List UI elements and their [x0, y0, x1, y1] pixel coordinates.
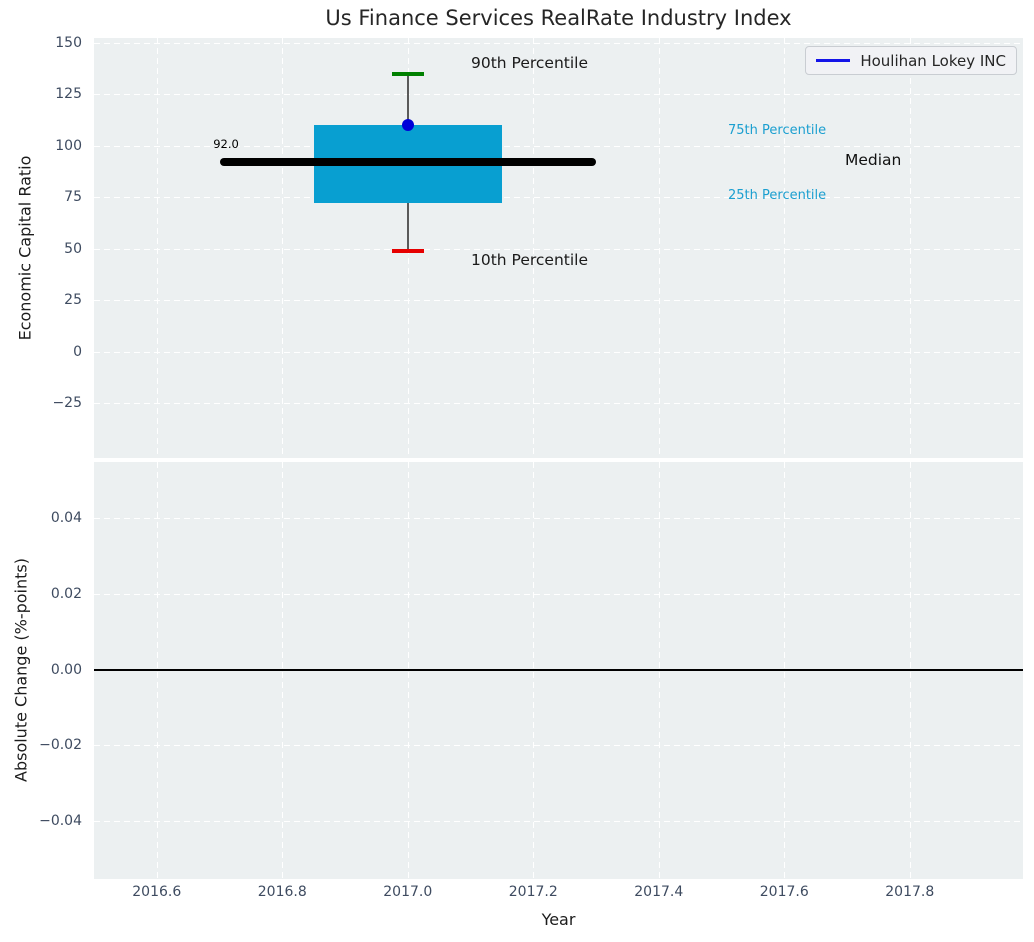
- annotation-median-value: 92.0: [213, 137, 239, 151]
- y-tick-label: 125: [55, 86, 82, 103]
- y-tick-label: −0.02: [39, 737, 82, 754]
- chart-title: Us Finance Services RealRate Industry In…: [325, 6, 792, 30]
- h-gridline: [94, 145, 1023, 147]
- annotation-median: Median: [845, 151, 902, 169]
- y-tick-label: 0: [73, 343, 82, 360]
- y-tick-label: 0.04: [50, 510, 82, 526]
- x-axis-label: Year: [541, 910, 576, 929]
- x-tick-label: 2017.0: [383, 884, 433, 900]
- y-tick-label: 75: [64, 189, 82, 206]
- v-gridline: [658, 38, 660, 458]
- y-tick-label: 150: [55, 35, 82, 51]
- annotation-90th-percentile: 90th Percentile: [471, 54, 589, 72]
- percentile-10-cap: [391, 248, 424, 253]
- company-marker-dot: [401, 119, 414, 132]
- v-gridline: [909, 38, 911, 458]
- v-gridline: [533, 38, 535, 458]
- y-axis-label-top: Economic Capital Ratio: [15, 155, 35, 341]
- h-gridline: [94, 745, 1023, 747]
- h-gridline: [94, 518, 1023, 519]
- x-tick-label: 2017.8: [885, 884, 935, 900]
- x-tick-label: 2017.6: [759, 884, 809, 900]
- h-gridline: [94, 821, 1023, 823]
- annotation-75th-percentile: 75th Percentile: [728, 123, 827, 138]
- h-gridline: [94, 94, 1023, 96]
- y-tick-label: 100: [55, 137, 82, 154]
- annotation-25th-percentile: 25th Percentile: [728, 188, 827, 203]
- h-gridline: [94, 197, 1023, 199]
- legend: Houlihan Lokey INC: [805, 46, 1017, 75]
- subplot-absolute-change: [94, 462, 1023, 879]
- x-tick-label: 2016.6: [132, 884, 182, 900]
- y-tick-label: 0.00: [50, 661, 82, 678]
- x-tick-label: 2016.8: [257, 884, 307, 900]
- legend-label: Houlihan Lokey INC: [860, 51, 1006, 70]
- v-gridline: [282, 38, 284, 458]
- subplot-economic-capital-ratio: 90th Percentile 10th Percentile 92.0 75t…: [94, 38, 1023, 458]
- x-tick-label: 2017.4: [634, 884, 684, 900]
- h-gridline: [94, 593, 1023, 595]
- y-tick-label: −0.04: [39, 813, 82, 830]
- h-gridline: [94, 403, 1023, 404]
- y-tick-label: 50: [64, 240, 82, 257]
- x-tick-label: 2017.2: [508, 884, 558, 900]
- h-gridline: [94, 248, 1023, 250]
- percentile-90-cap: [391, 71, 424, 76]
- zero-baseline: [94, 668, 1023, 671]
- v-gridline: [156, 38, 158, 458]
- h-gridline: [94, 351, 1023, 353]
- y-tick-label: −25: [52, 395, 82, 411]
- h-gridline: [94, 300, 1023, 302]
- annotation-10th-percentile: 10th Percentile: [471, 251, 589, 269]
- h-gridline: [94, 43, 1023, 44]
- y-tick-label: 0.02: [50, 585, 82, 602]
- y-tick-label: 25: [64, 292, 82, 309]
- y-axis-label-bottom: Absolute Change (%-points): [11, 558, 31, 782]
- median-line: [219, 158, 596, 167]
- legend-line-swatch: [816, 59, 851, 62]
- v-gridline: [784, 38, 786, 458]
